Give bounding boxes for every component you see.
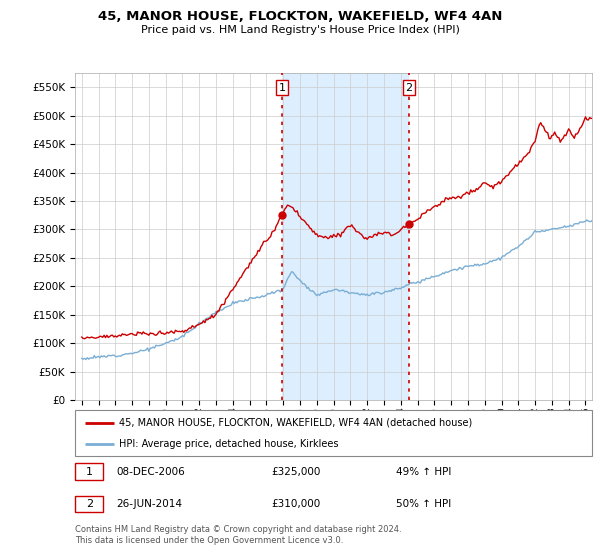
Text: 2: 2 bbox=[406, 82, 413, 92]
Text: 49% ↑ HPI: 49% ↑ HPI bbox=[395, 466, 451, 477]
Text: Contains HM Land Registry data © Crown copyright and database right 2024.
This d: Contains HM Land Registry data © Crown c… bbox=[75, 525, 401, 545]
Text: 45, MANOR HOUSE, FLOCKTON, WAKEFIELD, WF4 4AN: 45, MANOR HOUSE, FLOCKTON, WAKEFIELD, WF… bbox=[98, 10, 502, 22]
Bar bbox=[282, 73, 409, 400]
FancyBboxPatch shape bbox=[75, 496, 103, 512]
Text: Price paid vs. HM Land Registry's House Price Index (HPI): Price paid vs. HM Land Registry's House … bbox=[140, 25, 460, 35]
Text: 1: 1 bbox=[86, 466, 93, 477]
Text: £310,000: £310,000 bbox=[272, 499, 321, 509]
Text: 50% ↑ HPI: 50% ↑ HPI bbox=[395, 499, 451, 509]
Text: 2: 2 bbox=[86, 499, 93, 509]
Text: 26-JUN-2014: 26-JUN-2014 bbox=[116, 499, 182, 509]
Text: £325,000: £325,000 bbox=[272, 466, 321, 477]
Text: 45, MANOR HOUSE, FLOCKTON, WAKEFIELD, WF4 4AN (detached house): 45, MANOR HOUSE, FLOCKTON, WAKEFIELD, WF… bbox=[119, 418, 472, 428]
FancyBboxPatch shape bbox=[75, 463, 103, 480]
FancyBboxPatch shape bbox=[75, 410, 592, 456]
Text: 1: 1 bbox=[278, 82, 286, 92]
Text: HPI: Average price, detached house, Kirklees: HPI: Average price, detached house, Kirk… bbox=[119, 439, 338, 449]
Text: 08-DEC-2006: 08-DEC-2006 bbox=[116, 466, 185, 477]
